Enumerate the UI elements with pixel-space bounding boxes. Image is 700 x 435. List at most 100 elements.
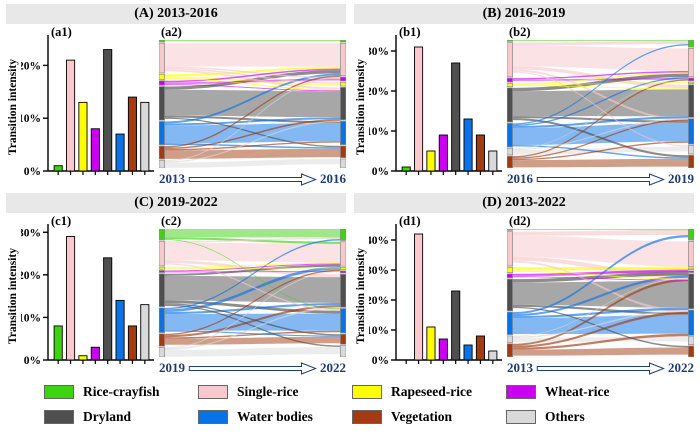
bar-vegetation	[127, 325, 137, 361]
sankey-flow	[164, 75, 341, 148]
legend-item-rice-crayfish: Rice-crayfish	[44, 384, 194, 400]
sankey-node-right-rapeseed-rice	[340, 81, 346, 87]
sankey-flow	[164, 76, 341, 162]
y-tick-label: 0%	[372, 355, 389, 367]
sankey-flow	[164, 304, 341, 347]
y-tick-label: 40%	[369, 235, 389, 247]
panel-a-title: (A) 2013-2016	[6, 4, 346, 24]
sankey-b2: (b2) 2016 2019	[507, 25, 694, 189]
sankey-flow	[512, 158, 689, 168]
sankey-flow	[512, 235, 689, 267]
legend-label: Vegetation	[391, 409, 452, 424]
panel-b: (B) 2016-2019 Transition intensity (b1) …	[354, 4, 694, 189]
bar-vegetation	[127, 96, 137, 172]
sankey-flow	[512, 71, 689, 147]
sankey-flow	[512, 43, 689, 125]
bar-chart-c1-canvas: 0% 10% 20% 30%	[21, 224, 154, 367]
sankey-node-left-vegetation	[507, 343, 513, 357]
sankey-node-left-dryland	[159, 86, 165, 121]
bar-chart-c1: (c1) 0% 10% 20% 30%	[21, 214, 155, 378]
sankey-a2: (a2) 2013 2016	[159, 25, 346, 189]
sankey-flow	[512, 270, 689, 277]
sankey-flow	[512, 119, 689, 159]
bar-chart-d1: (d1) 0% 10% 20% 30% 40%	[369, 214, 503, 378]
sankey-flow	[164, 119, 341, 150]
bar-chart-d1-label: (d1)	[399, 214, 421, 228]
sankey-flow	[512, 118, 689, 158]
sankey-node-left-single-rice	[159, 42, 165, 74]
bar-water-bodies	[115, 299, 125, 361]
year-end: 2022	[668, 360, 694, 375]
bar-others	[488, 150, 498, 172]
sankey-flow	[164, 68, 341, 83]
y-tick-label: 20%	[21, 60, 41, 72]
sankey-flow	[164, 117, 341, 126]
sankey-flow	[512, 277, 689, 337]
sankey-node-left-others	[159, 159, 165, 168]
sankey-b2-axis: 2016 2019	[507, 169, 694, 189]
year-start: 2013	[159, 171, 185, 186]
sankey-node-left-water-bodies	[159, 307, 165, 333]
sankey-node-left-rice-crayfish	[507, 40, 513, 42]
sankey-flow	[164, 305, 341, 338]
sankey-node-right-vegetation	[688, 345, 694, 357]
sankey-node-right-wheat-rice	[340, 76, 346, 82]
panel-d-body: Transition intensity (d1) 0% 10% 20% 30% 40%…	[354, 214, 694, 378]
sankey-flow	[512, 77, 689, 81]
bar-rice-crayfish	[53, 165, 63, 172]
sankey-flow	[512, 69, 689, 121]
sankey-flow	[512, 311, 689, 348]
bar-others	[488, 350, 498, 361]
y-tick-label: 30%	[369, 46, 389, 58]
sankey-b2-canvas	[507, 40, 694, 168]
bar-single-rice	[66, 236, 76, 361]
bar-rapeseed-rice	[78, 355, 88, 361]
sankey-node-left-dryland	[507, 87, 513, 123]
legend-label: Others	[545, 409, 585, 424]
bar-dryland	[451, 290, 461, 361]
sankey-node-left-vegetation	[159, 333, 165, 347]
sankey-flow	[164, 66, 341, 79]
sankey-node-right-water-bodies	[688, 309, 694, 336]
sankey-flow	[512, 41, 689, 46]
panel-c: (C) 2019-2022 Transition intensity (c1) …	[6, 193, 346, 378]
sankey-node-right-rice-crayfish	[340, 40, 346, 43]
sankey-a2-canvas	[159, 40, 346, 168]
year-end: 2019	[668, 171, 694, 186]
sankey-node-left-wheat-rice	[507, 273, 513, 279]
sankey-node-left-wheat-rice	[507, 77, 513, 83]
sankey-c2-canvas	[159, 229, 346, 357]
sankey-node-right-single-rice	[340, 241, 346, 267]
y-tick-label: 20%	[21, 270, 41, 282]
y-tick-label: 0%	[24, 355, 41, 367]
legend-swatch-wheat-rice	[506, 385, 536, 399]
sankey-flow	[512, 270, 689, 280]
sankey-node-left-rapeseed-rice	[159, 73, 165, 80]
sankey-node-right-vegetation	[688, 154, 694, 168]
legend-label: Single-rice	[237, 384, 299, 399]
sankey-flow	[164, 69, 341, 90]
bar-wheat-rice	[438, 134, 448, 172]
sankey-flow	[512, 275, 689, 317]
sankey-node-right-single-rice	[688, 241, 694, 268]
sankey-flow	[164, 84, 341, 92]
sankey-flow	[164, 263, 341, 311]
bar-chart-a1: (a1) 0% 10% 20%	[21, 25, 155, 189]
sankey-a2-axis: 2013 2016	[159, 169, 346, 189]
sankey-flow	[512, 85, 689, 90]
sankey-flow	[164, 346, 341, 357]
bar-chart-b1-label: (b1)	[399, 25, 421, 39]
y-tick-label: 20%	[369, 295, 389, 307]
sankey-a2-label: (a2)	[161, 25, 182, 39]
sankey-flow	[512, 118, 689, 151]
sankey-node-left-wheat-rice	[159, 270, 165, 273]
legend-item-water-bodies: Water bodies	[198, 409, 348, 425]
sankey-node-right-rapeseed-rice	[340, 267, 346, 270]
y-tick-label: 30%	[21, 227, 41, 239]
sankey-node-right-wheat-rice	[688, 77, 694, 82]
bar-rice-crayfish	[401, 166, 411, 172]
bar-single-rice	[414, 233, 424, 361]
legend-swatch-vegetation	[352, 410, 382, 424]
sankey-flow	[164, 267, 341, 270]
sankey-flow	[164, 73, 341, 124]
